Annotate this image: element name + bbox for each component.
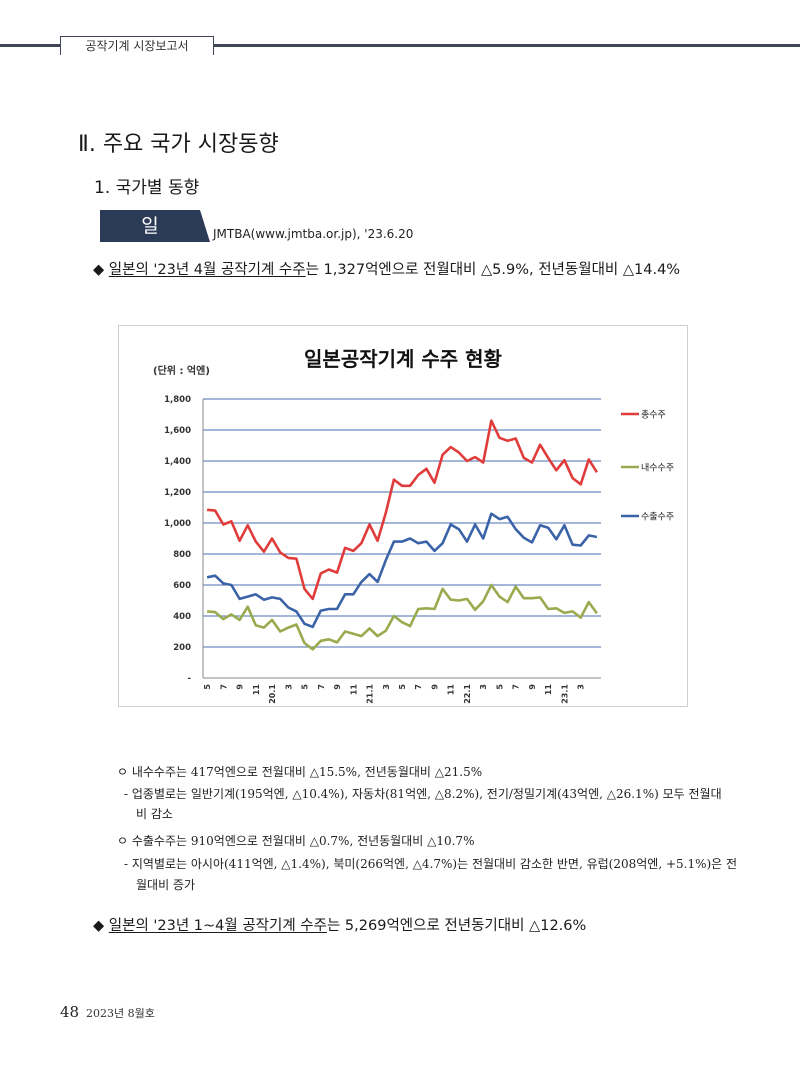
running-title: 공작기계 시장보고서 <box>60 36 214 55</box>
x-tick-label: 9 <box>236 684 245 690</box>
y-tick-label: 400 <box>173 612 191 622</box>
y-tick-label: - <box>187 674 191 684</box>
x-tick-label: 3 <box>284 684 293 690</box>
x-tick-label: 11 <box>252 684 261 696</box>
bullet-underlined-text: 일본의 '23년 4월 공작기계 수주 <box>108 262 306 278</box>
x-tick-label: 7 <box>219 684 228 690</box>
x-tick-label: 23.1 <box>560 684 569 704</box>
orders-line-chart: 일본공작기계 수주 현황 (단위 : 억엔) - 200 400 600 800 1,000 1… <box>153 347 674 704</box>
diamond-bullet-icon: ◆ <box>93 262 105 278</box>
series-line-1 <box>206 419 599 601</box>
x-tick-label: 5 <box>301 684 310 690</box>
chart-frame: 일본공작기계 수주 현황 (단위 : 억엔) - 200 400 600 800 1,000 1… <box>118 325 688 707</box>
x-tick-label: 7 <box>512 684 521 690</box>
legend-label: 총수주 <box>641 410 666 421</box>
x-tick-label: 21.1 <box>366 684 375 704</box>
export-orders-detail-2: 월대비 증가 <box>136 878 196 892</box>
domestic-orders-detail-1: - 업종별로는 일반기계(195억엔, △10.4%), 자동차(81억엔, △… <box>124 787 722 801</box>
x-tick-label: 20.1 <box>268 684 277 704</box>
series-line-2 <box>206 583 598 651</box>
x-tick-label: 11 <box>544 684 553 696</box>
bullet-april-orders: ◆ 일본의 '23년 4월 공작기계 수주는 1,327억엔으로 전월대비 △5… <box>93 258 680 279</box>
y-tick-label: 1,600 <box>164 426 191 436</box>
x-tick-label: 9 <box>333 684 342 690</box>
y-tick-label: 1,800 <box>164 395 191 405</box>
x-tick-label: 5 <box>398 684 407 690</box>
y-tick-label: 200 <box>173 643 191 653</box>
y-tick-label: 800 <box>173 550 191 560</box>
export-orders-detail-1: - 지역별로는 아시아(411억엔, △1.4%), 북미(266억엔, △4.… <box>124 857 738 871</box>
domestic-orders-summary: ㅇ 내수수주는 417억엔으로 전월대비 △15.5%, 전년동월대비 △21.… <box>117 765 483 779</box>
y-tick-label: 1,200 <box>164 488 191 498</box>
section-subtitle: 1. 국가별 동향 <box>94 178 200 198</box>
x-tick-label: 3 <box>382 684 391 690</box>
diamond-bullet-icon: ◆ <box>93 918 105 934</box>
bullet-jan-apr-orders: ◆ 일본의 '23년 1~4월 공작기계 수주는 5,269억엔으로 전년동기대… <box>93 914 586 935</box>
page-number: 48 <box>60 1003 80 1021</box>
x-tick-label: 3 <box>479 684 488 690</box>
domestic-orders-detail-2: 비 감소 <box>136 807 173 821</box>
series-line-3 <box>206 512 598 629</box>
source-citation: JMTBA(www.jmtba.or.jp), '23.6.20 <box>213 227 414 241</box>
y-tick-label: 1,400 <box>164 457 191 467</box>
x-tick-label: 7 <box>317 684 326 690</box>
y-tick-label: 1,000 <box>164 519 191 529</box>
bullet-rest-text: 는 5,269억엔으로 전년동기대비 △12.6% <box>326 918 587 934</box>
bullet-underlined-text: 일본의 '23년 1~4월 공작기계 수주 <box>108 918 327 934</box>
x-tick-label: 3 <box>577 684 586 690</box>
bullet-rest-text: 는 1,327억엔으로 전월대비 △5.9%, 전년동월대비 △14.4% <box>305 262 681 278</box>
section-title: Ⅱ. 주요 국가 시장동향 <box>78 132 279 157</box>
x-tick-label: 5 <box>495 684 504 690</box>
x-tick-label: 22.1 <box>463 684 472 704</box>
x-tick-label: 9 <box>528 684 537 690</box>
x-tick-label: 7 <box>414 684 423 690</box>
x-tick-label: 5 <box>203 684 212 690</box>
x-tick-label: 11 <box>447 684 456 696</box>
country-label-box <box>100 210 210 242</box>
legend-label: 수출수주 <box>641 512 674 523</box>
header-rule <box>0 44 800 47</box>
legend-label: 내수수주 <box>641 463 674 474</box>
issue-label: 2023년 8월호 <box>86 1007 155 1020</box>
country-label: 일 본 <box>132 215 177 269</box>
y-tick-label: 600 <box>173 581 191 591</box>
x-tick-label: 9 <box>430 684 439 690</box>
chart-title: 일본공작기계 수주 현황 <box>304 347 503 371</box>
export-orders-summary: ㅇ 수출수주는 910억엔으로 전월대비 △0.7%, 전년동월대비 △10.7… <box>117 834 475 848</box>
x-tick-label: 11 <box>349 684 358 696</box>
chart-unit-label: (단위 : 억엔) <box>153 364 210 377</box>
